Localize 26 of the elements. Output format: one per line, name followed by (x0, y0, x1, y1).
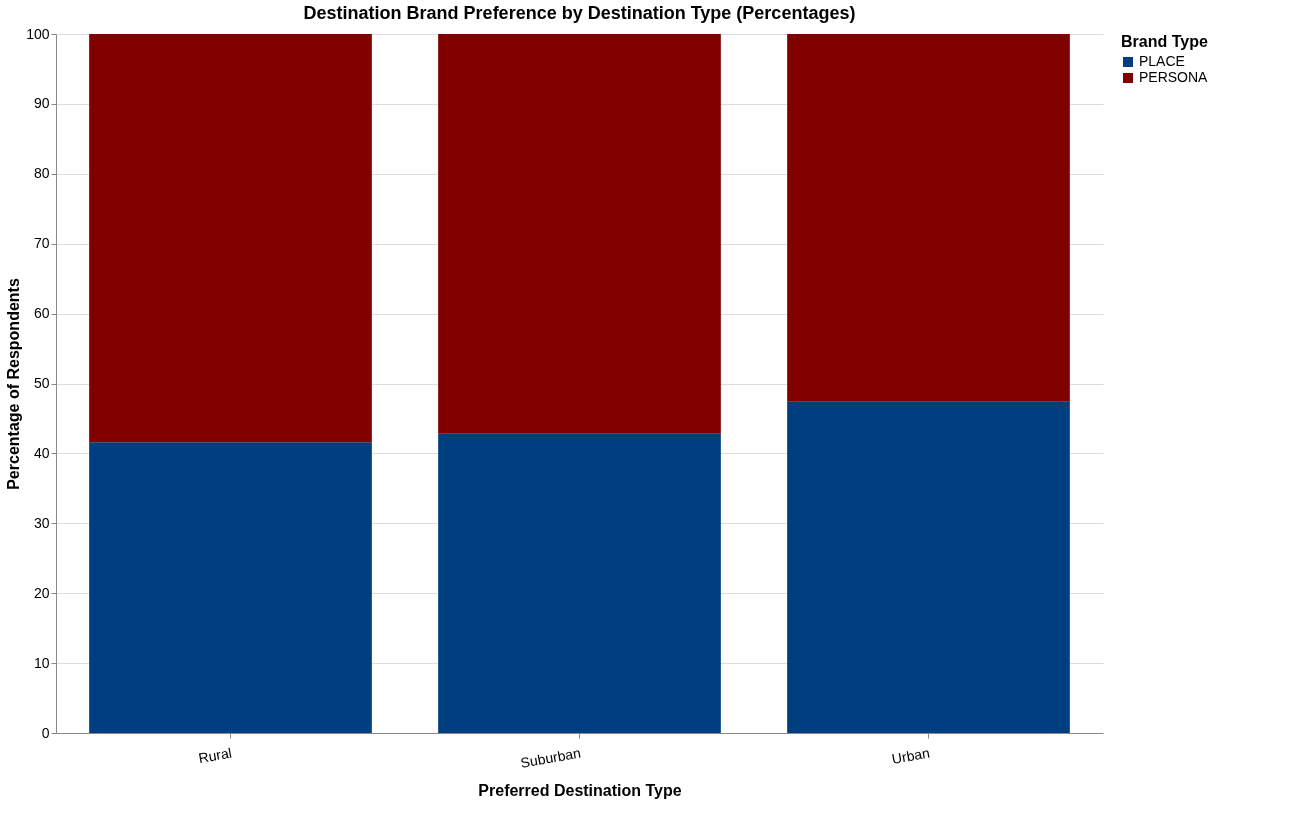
y-tick-label: 70 (33, 235, 50, 252)
y-tick-label: 80 (33, 165, 50, 182)
legend-title: Brand Type (1121, 33, 1208, 50)
x-tick-label: Suburban (519, 744, 582, 771)
bar (89, 34, 372, 443)
y-tick-label: 20 (33, 584, 50, 601)
x-tick-label: Urban (890, 744, 931, 767)
x-tick-label: Rural (197, 744, 233, 767)
bar (787, 401, 1070, 733)
y-tick-label: 90 (33, 95, 50, 112)
x-axis-title: Preferred Destination Type (478, 781, 682, 799)
legend-label: PLACE (1139, 53, 1185, 69)
bar (438, 433, 721, 733)
y-axis-title: Percentage of Respondents (5, 278, 23, 490)
y-tick-label: 0 (41, 724, 50, 741)
legend-label: PERSONA (1139, 69, 1209, 85)
y-tick-label: 10 (33, 654, 50, 671)
chart-title: Destination Brand Preference by Destination Type (Percentages) (303, 3, 856, 23)
y-tick-label: 60 (33, 305, 50, 322)
y-tick-label: 50 (33, 375, 50, 391)
bar (89, 442, 372, 733)
y-tick-label: 100 (26, 25, 50, 42)
y-tick-label: 40 (33, 444, 50, 461)
bar (787, 34, 1070, 402)
y-tick-label: 30 (33, 514, 50, 531)
bar (438, 34, 721, 434)
